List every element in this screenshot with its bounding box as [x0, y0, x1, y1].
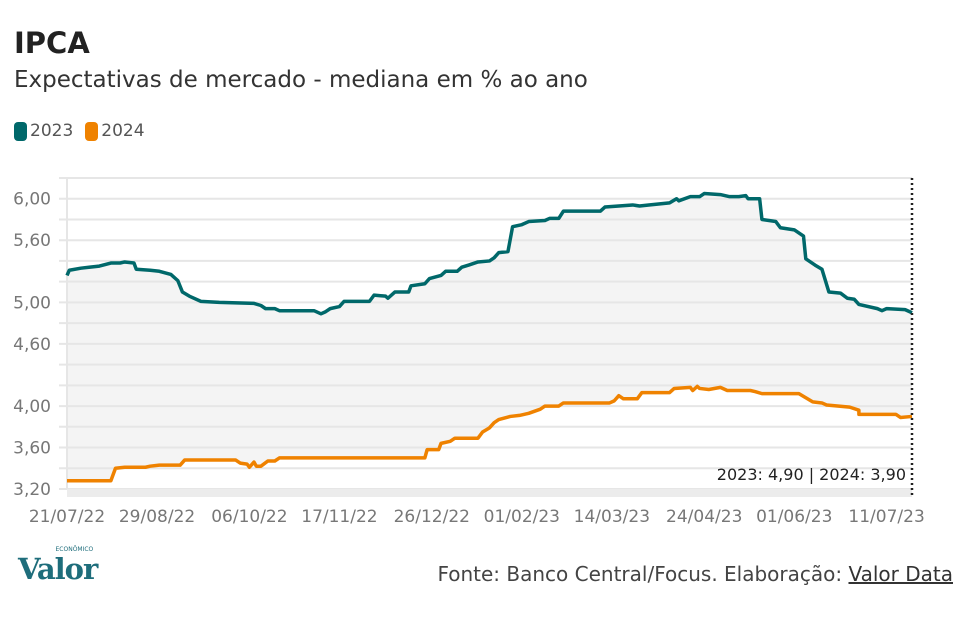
x-tick-label: 21/07/22	[29, 507, 105, 527]
y-tick-label: 4,60	[13, 335, 51, 355]
x-axis-band	[67, 489, 912, 497]
source-text: Fonte: Banco Central/Focus. Elaboração:	[437, 562, 849, 586]
y-tick-label: 4,00	[13, 397, 51, 417]
source-note: Fonte: Banco Central/Focus. Elaboração: …	[437, 562, 953, 586]
series-2023-line	[65, 191, 913, 316]
line-chart: 6,00 5,60 5,00 4,60 4,00 3,60 3,20 21/07/22 29/0…	[13, 177, 925, 527]
x-tick-label: 14/03/23	[574, 507, 650, 527]
series-2024-line	[67, 384, 913, 483]
chart-title: IPCA	[14, 26, 90, 60]
y-tick-label: 6,00	[13, 190, 51, 210]
legend-label: 2024	[101, 121, 145, 141]
y-tick-label: 3,20	[13, 480, 51, 500]
legend-swatch-2024	[85, 121, 99, 141]
legend-swatch-2023	[14, 121, 27, 141]
x-tick-label: 29/08/22	[119, 507, 195, 527]
y-tick-label: 3,60	[13, 439, 51, 459]
range-fill	[67, 193, 912, 481]
y-tick-label: 5,60	[13, 231, 51, 251]
logo-small-text: ECONÔMICO	[55, 546, 94, 553]
crosshair-annotation: 2023: 4,90 | 2024: 3,90	[717, 465, 906, 484]
legend-label: 2023	[30, 121, 74, 141]
x-tick-label: 26/12/22	[394, 507, 470, 527]
x-tick-label: 01/06/23	[756, 507, 832, 527]
chart-subtitle: Expectativas de mercado - mediana em % a…	[14, 67, 588, 93]
legend-item-2023[interactable]: 2023	[14, 121, 73, 141]
x-tick-label: 01/02/23	[484, 507, 560, 527]
x-tick-label: 06/10/22	[211, 507, 287, 527]
legend: 2023 2024	[14, 121, 145, 141]
x-tick-label: 17/11/22	[301, 507, 377, 527]
x-tick-label: 11/07/23	[848, 507, 924, 527]
y-tick-label: 5,00	[13, 293, 51, 313]
valor-data-link[interactable]: Valor Data	[848, 562, 953, 586]
logo-text: Valor	[18, 552, 98, 586]
legend-item-2024[interactable]: 2024	[85, 121, 145, 141]
x-tick-label: 24/04/23	[666, 507, 742, 527]
valor-logo: ECONÔMICO Valor	[18, 546, 98, 586]
